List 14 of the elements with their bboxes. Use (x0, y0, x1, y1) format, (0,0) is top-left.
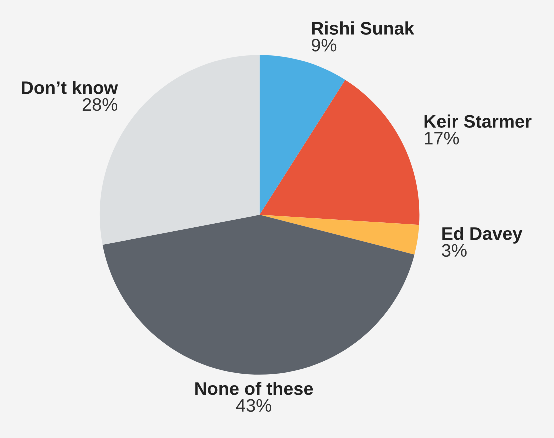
pie-slice (260, 55, 346, 216)
slice-label: Rishi Sunak (312, 22, 414, 35)
pie-slice (260, 215, 420, 255)
data-label: 9% (312, 38, 337, 52)
slice-label: None of these (196, 382, 314, 396)
pie-slice (260, 80, 420, 226)
data-label: 28% (82, 98, 118, 112)
data-label: 17% (425, 132, 460, 145)
pie-slice (102, 215, 415, 375)
data-label: 43% (236, 399, 272, 412)
slice-label: Ed Davey (442, 226, 523, 244)
slice-label: Don’t know (22, 81, 118, 94)
data-label: 3% (442, 244, 467, 258)
slice-label: Keir Starmer (424, 114, 532, 128)
